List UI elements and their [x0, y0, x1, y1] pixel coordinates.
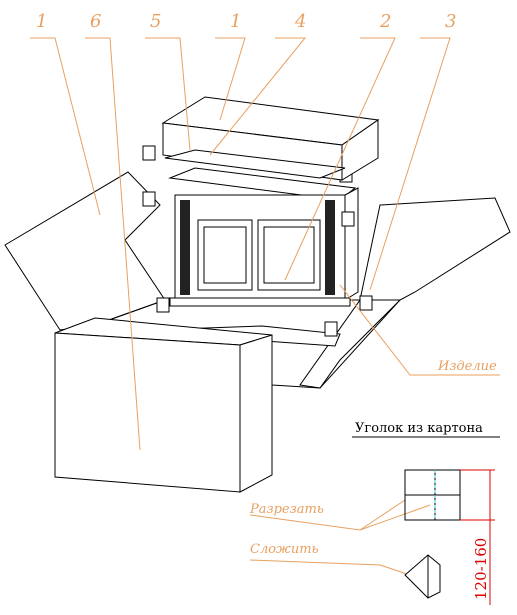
leader [209, 37, 307, 156]
callout: 1 [36, 11, 47, 32]
box-front [54, 332, 241, 493]
leader [369, 37, 451, 291]
corner-blank: 120-160 [404, 469, 495, 605]
plinth [169, 297, 351, 307]
corner-title: Уголок из картона [355, 421, 483, 436]
pad [359, 295, 373, 311]
product-label: Изделие [437, 359, 497, 374]
top-sheet [164, 149, 346, 179]
cut-label: Разрезать [249, 502, 324, 517]
leader [249, 559, 411, 576]
callout: 6 [90, 11, 101, 32]
leaders [30, 37, 500, 576]
box-side [239, 334, 273, 493]
product [168, 167, 359, 307]
leader [85, 37, 141, 451]
callout: 4 [294, 11, 306, 32]
pad [156, 297, 170, 313]
left-flap [4, 171, 166, 331]
door-panel [263, 226, 315, 284]
pad [142, 191, 156, 207]
callout: 5 [150, 11, 161, 32]
dimension: 120-160 [472, 538, 490, 600]
callout-labels: 1 6 5 1 4 2 3 [36, 11, 456, 32]
leader [145, 37, 191, 151]
door-panel [203, 226, 247, 284]
fold-label: Сложить [250, 542, 319, 557]
column [180, 200, 190, 295]
pad [341, 211, 355, 227]
top [168, 167, 357, 201]
leader [359, 504, 431, 531]
callout: 1 [230, 11, 241, 32]
side [344, 187, 359, 301]
door [197, 219, 253, 291]
leader [30, 37, 101, 216]
callout: 2 [379, 11, 391, 32]
door [257, 219, 321, 291]
pad [324, 321, 338, 337]
callout: 3 [445, 11, 456, 32]
leader [284, 37, 396, 281]
pad [142, 145, 156, 161]
leader [215, 37, 246, 121]
column [325, 200, 335, 295]
folded-corner [404, 554, 441, 599]
leader [339, 284, 500, 376]
